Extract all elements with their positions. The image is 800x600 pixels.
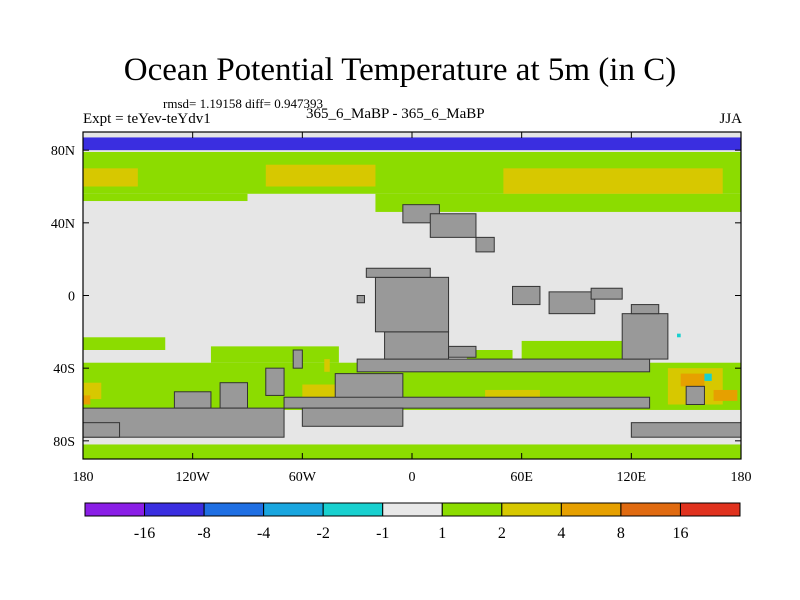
stats-label: rmsd= 1.19158 diff= 0.947393 xyxy=(163,96,323,111)
anomaly-patch xyxy=(83,382,102,400)
land-mask xyxy=(374,276,450,333)
land-mask xyxy=(685,385,705,406)
y-tick-label: 40N xyxy=(51,217,75,232)
land-mask xyxy=(384,331,450,360)
anomaly-patch xyxy=(713,389,738,401)
colorbar-label: 8 xyxy=(617,525,625,542)
y-tick-label: 40S xyxy=(53,362,75,377)
colorbar-swatch xyxy=(560,502,622,517)
land-mask xyxy=(512,285,541,306)
x-tick-label: 60E xyxy=(510,470,533,485)
anomaly-patch xyxy=(680,373,705,387)
anomaly-patch xyxy=(324,359,330,372)
map-layer xyxy=(83,132,741,459)
x-tick-label: 120E xyxy=(617,470,647,485)
colorbar-swatch xyxy=(441,502,503,517)
colorbar-label: -8 xyxy=(197,525,210,542)
colorbar-label: -1 xyxy=(376,525,389,542)
land-mask xyxy=(429,213,477,238)
season-label: JJA xyxy=(719,111,742,127)
land-mask xyxy=(548,291,596,315)
land-mask xyxy=(630,304,660,315)
colorbar-swatch xyxy=(322,502,384,517)
y-tick-label: 0 xyxy=(68,290,75,305)
colorbar: -16 -8 -4 -2 -1 1 2 4 8 16 xyxy=(84,502,741,542)
colorbar-label: -16 xyxy=(134,525,155,542)
land-mask xyxy=(475,236,495,253)
colorbar-swatch xyxy=(144,502,205,517)
anomaly-patch xyxy=(83,395,91,405)
land-mask xyxy=(365,267,431,278)
land-mask xyxy=(448,345,477,358)
x-tick-label: 60W xyxy=(289,470,317,485)
anomaly-band xyxy=(83,137,741,151)
land-mask xyxy=(265,367,285,396)
anomaly-patch xyxy=(83,168,138,187)
anomaly-patch xyxy=(485,389,540,400)
x-tick-label: 0 xyxy=(409,470,416,485)
land-mask xyxy=(292,349,303,369)
colorbar-swatch xyxy=(501,502,562,517)
anomaly-patch xyxy=(677,333,681,338)
anomaly-band xyxy=(83,337,166,350)
colorbar-label: -4 xyxy=(257,525,270,542)
land-mask xyxy=(219,382,248,409)
land-mask xyxy=(173,391,212,409)
colorbar-swatch xyxy=(84,502,146,517)
anomaly-patch xyxy=(521,340,628,360)
colorbar-swatch xyxy=(620,502,681,517)
land-mask xyxy=(590,287,623,300)
page-title: Ocean Potential Temperature at 5m (in C) xyxy=(123,52,677,88)
land-mask xyxy=(356,295,365,304)
anomaly-band xyxy=(375,193,741,212)
colorbar-label: 2 xyxy=(498,525,506,542)
land-mask xyxy=(301,407,404,427)
land-mask xyxy=(283,396,651,409)
anomaly-band xyxy=(83,193,248,202)
colorbar-label: -2 xyxy=(317,525,330,542)
land-mask xyxy=(621,313,669,360)
colorbar-label: 1 xyxy=(438,525,446,542)
anomaly-patch xyxy=(466,350,513,360)
cases-label: 365_6_MaBP - 365_6_MaBP xyxy=(306,106,485,122)
x-tick-label: 180 xyxy=(73,470,94,485)
x-tick-label: 120W xyxy=(176,470,211,485)
y-tick-label: 80N xyxy=(51,144,75,159)
experiment-label: Expt = teYev-teYdv1 xyxy=(83,111,211,127)
land-mask xyxy=(630,422,741,438)
anomaly-patch xyxy=(704,373,712,381)
colorbar-swatch xyxy=(263,502,324,517)
colorbar-swatch xyxy=(203,502,265,517)
colorbar-label: 16 xyxy=(672,525,688,542)
x-tick-label: 180 xyxy=(731,470,752,485)
colorbar-label: 4 xyxy=(557,525,565,542)
land-mask xyxy=(83,422,121,438)
anomaly-band xyxy=(210,346,339,363)
y-tick-label: 80S xyxy=(53,435,75,450)
anomaly-patch xyxy=(265,164,376,187)
land-mask xyxy=(356,358,651,373)
colorbar-swatch xyxy=(382,502,443,517)
anomaly-patch xyxy=(503,168,723,194)
anomaly-band xyxy=(83,444,741,459)
colorbar-swatch xyxy=(679,502,741,517)
axes-layer: 180 120W 60W 0 60E 120E 180 80N 40N 0 40S 80S xyxy=(51,132,752,485)
